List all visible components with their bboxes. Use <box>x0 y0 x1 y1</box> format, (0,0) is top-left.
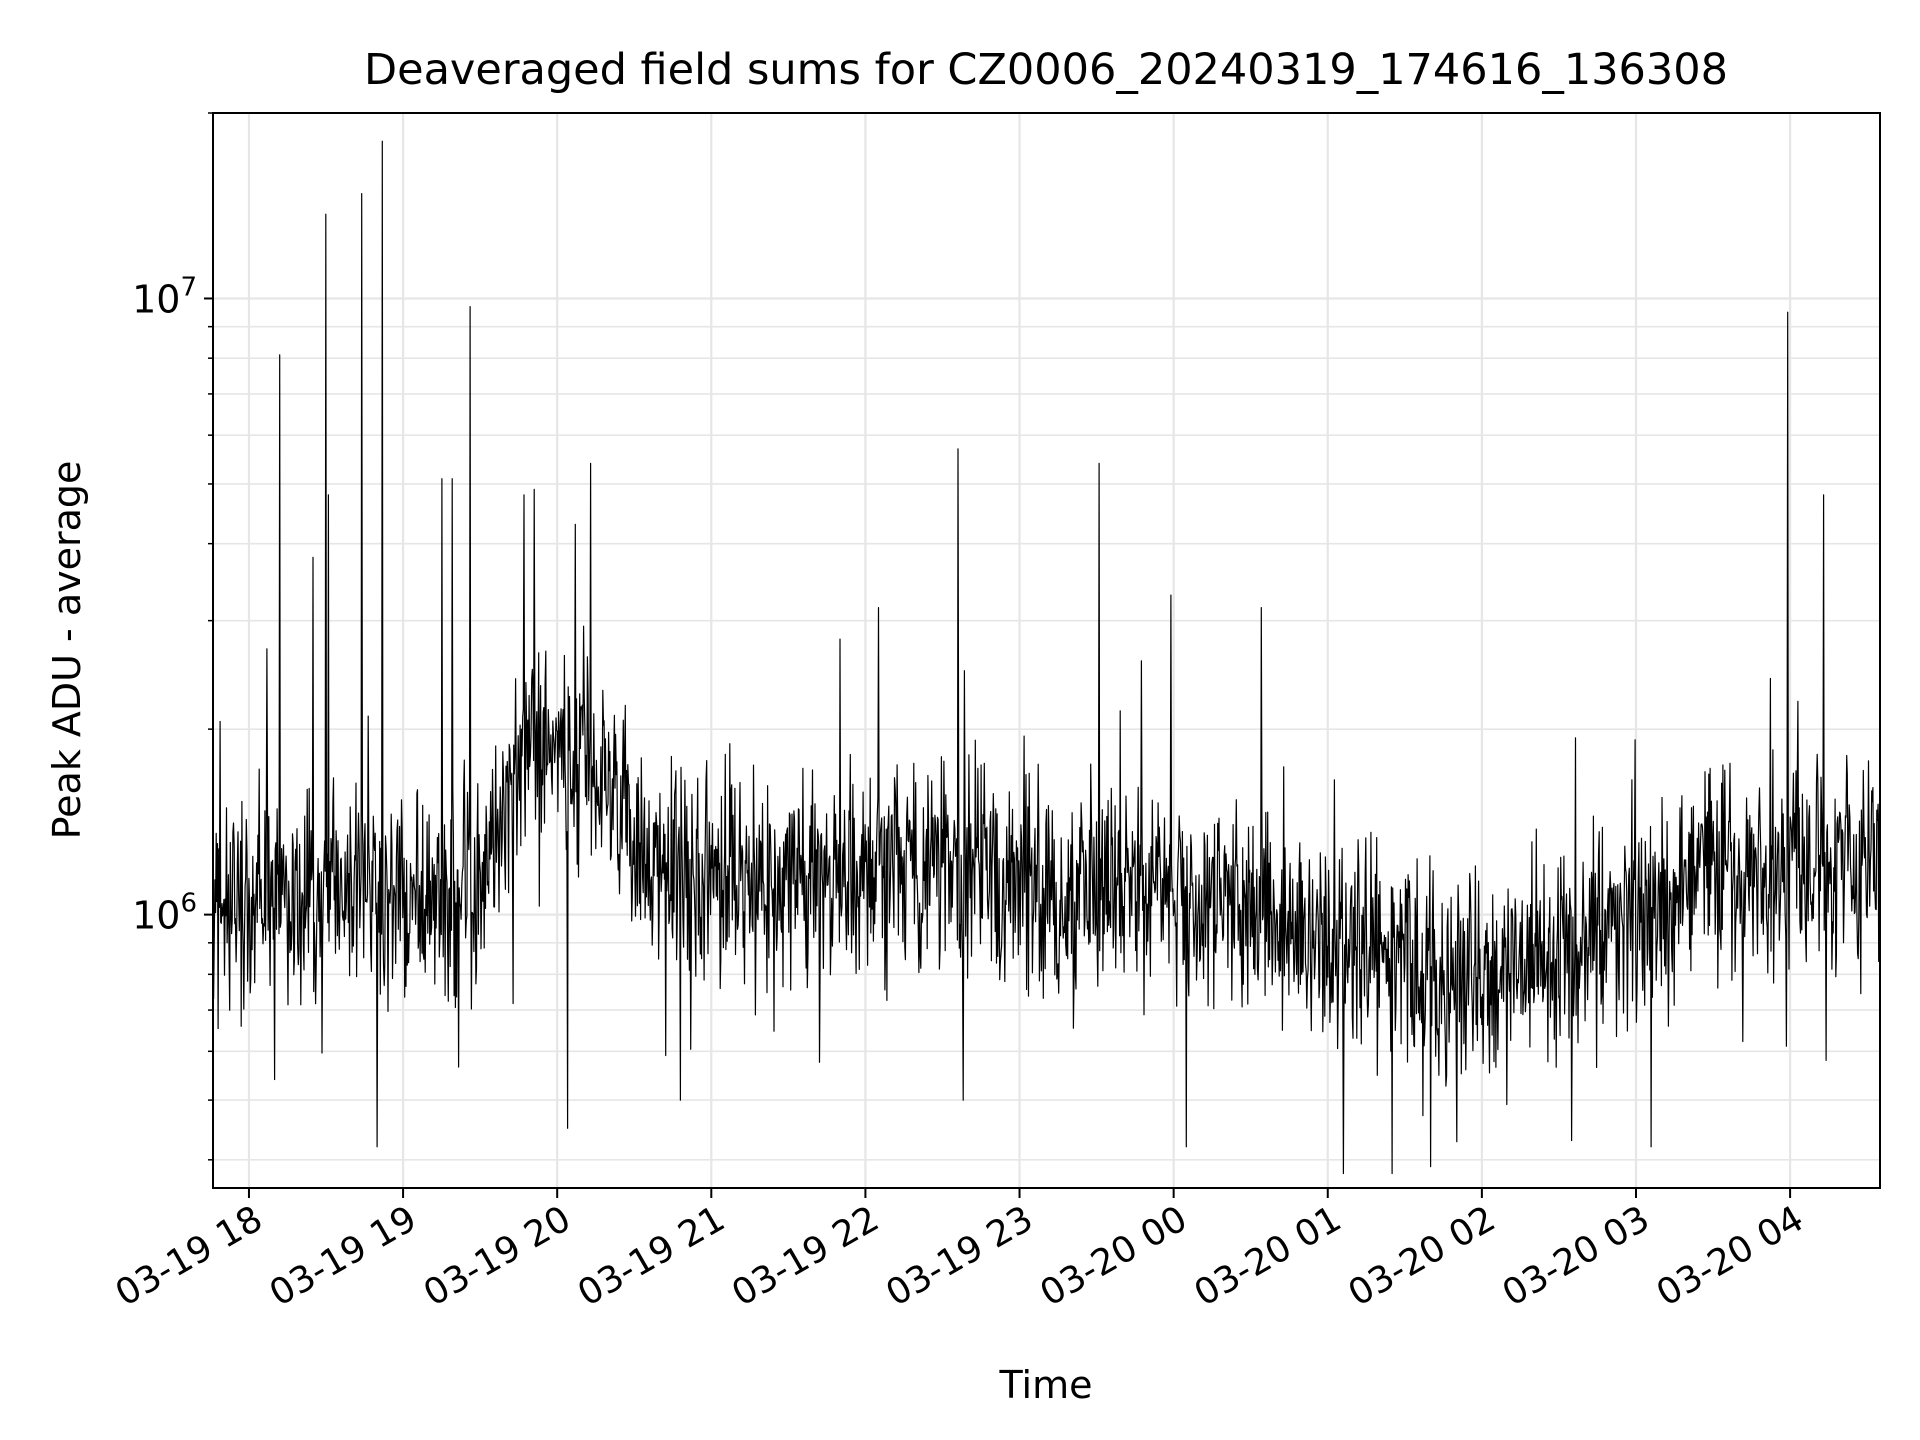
plot-frame <box>212 112 1881 1189</box>
chart-title: Deaveraged field sums for CZ0006_2024031… <box>364 45 1728 95</box>
y-axis-label: Peak ADU - average <box>45 461 89 840</box>
series-path <box>212 140 1881 1175</box>
series-line <box>212 140 1881 1175</box>
y-tick-label: 107 <box>132 272 197 321</box>
x-axis-label: Time <box>999 1363 1093 1407</box>
y-axis: 106 107 <box>132 112 213 1161</box>
y-tick-label: 106 <box>132 889 197 938</box>
